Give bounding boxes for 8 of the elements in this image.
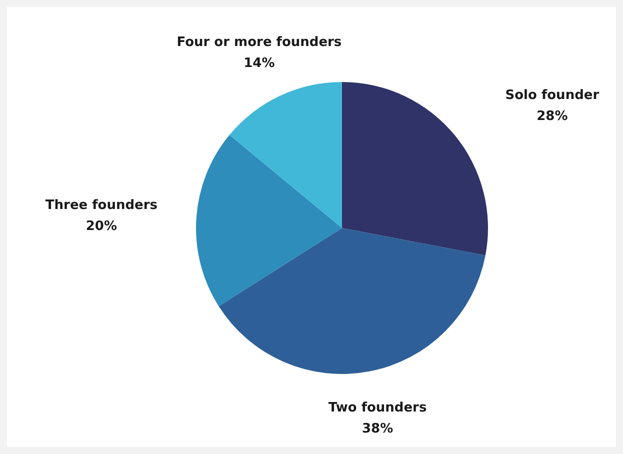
slice-label: Four or more founders — [176, 35, 342, 50]
data-label: 38% — [362, 421, 394, 436]
data-label: 20% — [86, 219, 118, 234]
slice-label: Solo founder — [505, 88, 600, 104]
slice-label: Two founders — [328, 400, 427, 416]
slice-label: Three founders — [45, 198, 158, 214]
data-label: 28% — [536, 109, 568, 124]
data-label: 14% — [244, 56, 275, 72]
